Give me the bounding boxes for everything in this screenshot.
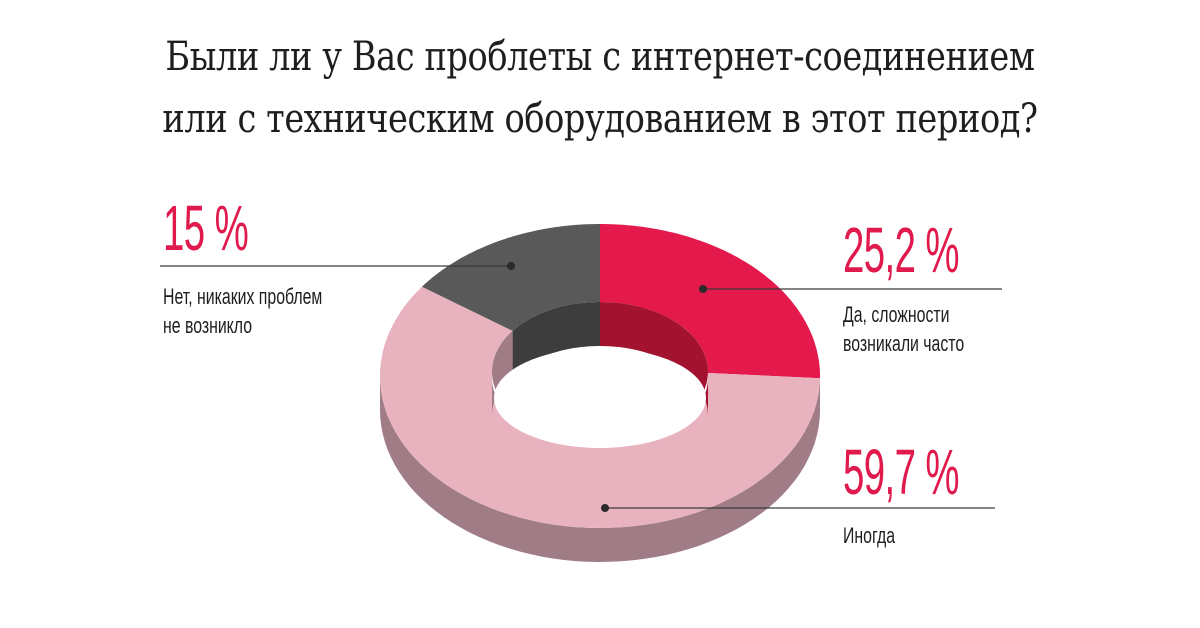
slice-label-often-line-2: возникали часто <box>843 331 965 356</box>
chart-title: Были ли у Вас проблеты с интернет-соедин… <box>96 26 1104 150</box>
slice-top-often <box>600 224 820 379</box>
leader-dot-sometimes <box>601 504 609 512</box>
leader-lines <box>160 262 1002 512</box>
slice-value-sometimes: 59,7 % <box>843 436 960 508</box>
donut-hole <box>494 348 706 448</box>
chart-title-line-2: или с техническим оборудованием в этот п… <box>162 96 1038 142</box>
leader-dot-often <box>699 285 707 293</box>
chart-title-line-1: Были ли у Вас проблеты с интернет-соедин… <box>165 34 1035 80</box>
slice-inner-wall-often-0 <box>600 302 708 416</box>
slice-label-never-line-1: Нет, никаких проблем <box>163 284 323 309</box>
slice-value-often: 25,2 % <box>843 214 960 286</box>
slice-side-sometimes <box>380 376 820 562</box>
donut-sides <box>380 376 820 562</box>
slice-top-sometimes <box>380 286 820 528</box>
slice-label-sometimes-line-1: Иногда <box>843 523 896 548</box>
slice-label-never-line-2: не возникло <box>163 313 253 338</box>
slice-label-often-line-1: Да, сложности <box>843 302 950 327</box>
slice-label-often: Да, сложности возникали часто <box>843 300 964 358</box>
slice-inner-wall-never-0 <box>512 302 600 375</box>
slice-top-never <box>421 224 600 331</box>
slice-label-never: Нет, никаких проблем не возникло <box>163 282 322 340</box>
slice-value-never: 15 % <box>163 192 249 264</box>
leader-dot-never <box>507 262 515 270</box>
donut-tops <box>380 224 820 528</box>
slice-inner-wall-sometimes-0 <box>492 330 513 416</box>
slice-label-sometimes: Иногда <box>843 521 895 550</box>
